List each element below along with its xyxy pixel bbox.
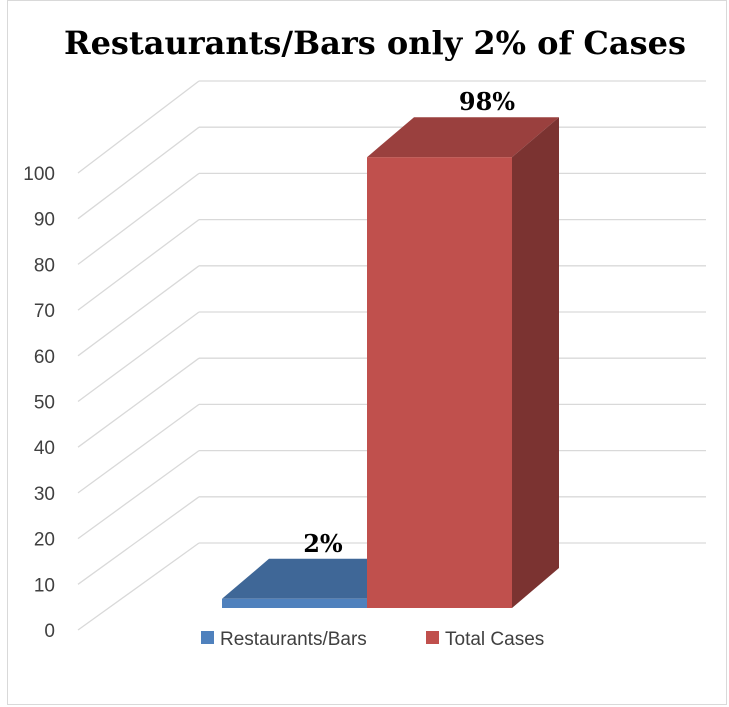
gridline-side (77, 542, 200, 631)
bars (222, 117, 559, 608)
legend-swatch (426, 631, 439, 644)
y-tick-label: 10 (34, 575, 55, 596)
y-tick-label: 100 (23, 164, 55, 185)
gridline-side (77, 450, 200, 540)
gridline-side (77, 311, 200, 403)
gridline-side (77, 403, 200, 494)
y-tick-label: 0 (44, 621, 55, 642)
y-tick-label: 70 (34, 301, 55, 322)
legend-item: Total Cases (426, 629, 544, 650)
y-axis-ticks: 0 10 20 30 40 50 60 70 80 90 100 (23, 164, 55, 642)
data-labels: 2% 98% (303, 87, 515, 558)
legend-label: Total Cases (445, 629, 544, 650)
legend: Restaurants/Bars Total Cases (201, 629, 544, 650)
bar-front-face (367, 157, 512, 608)
legend-swatch (201, 631, 214, 644)
gridline-side (77, 80, 200, 174)
data-label: 98% (459, 87, 515, 116)
gridline-side (77, 496, 200, 585)
bar-front-face (222, 598, 367, 608)
bar-top-face (367, 117, 559, 158)
y-tick-label: 60 (34, 347, 55, 368)
y-tick-label: 50 (34, 393, 55, 414)
y-tick-label: 90 (34, 210, 55, 231)
chart-title: Restaurants/Bars only 2% of Cases (64, 24, 686, 62)
gridline-side (77, 219, 200, 311)
data-label: 2% (303, 529, 343, 558)
bar-side-face (512, 117, 559, 608)
legend-item: Restaurants/Bars (201, 629, 367, 650)
y-tick-label: 40 (34, 438, 55, 459)
y-tick-label: 80 (34, 255, 55, 276)
bar-top-face (222, 558, 414, 599)
bar-total-cases (367, 117, 559, 608)
legend-label: Restaurants/Bars (220, 629, 367, 650)
y-tick-label: 20 (34, 530, 55, 551)
y-tick-label: 30 (34, 484, 55, 505)
gridline-side (77, 357, 200, 448)
gridline-side (77, 126, 200, 220)
gridline-side (77, 265, 200, 357)
gridline-side (77, 172, 200, 265)
